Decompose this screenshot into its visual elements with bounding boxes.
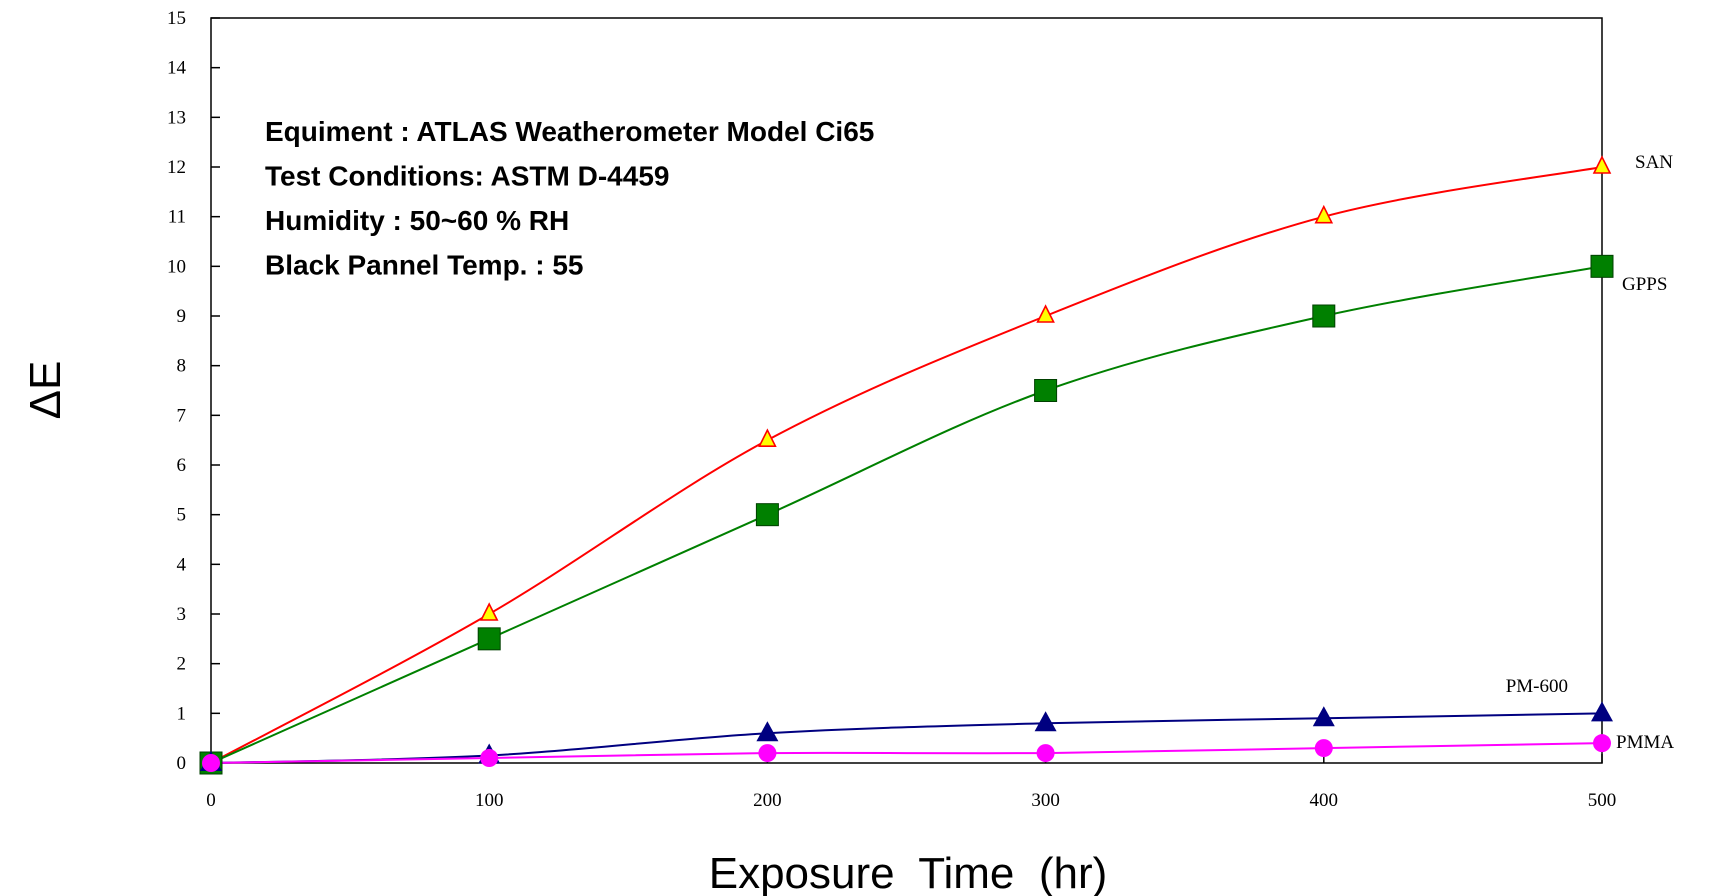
data-point-gpps: [755, 503, 779, 527]
y-tick-label: 14: [167, 58, 187, 79]
data-point-san: [1592, 155, 1612, 174]
data-point-gpps: [1034, 379, 1058, 402]
series-labels: SAN GPPS PM-600 PMMA: [1506, 152, 1675, 753]
data-point-pm-600: [1591, 701, 1613, 722]
x-axis: 0 100 200 300 400 500: [206, 754, 1616, 811]
data-point-gpps: [1312, 304, 1336, 328]
data-point-pm-600: [1034, 711, 1057, 732]
data-point-pm-600: [756, 721, 779, 742]
data-point-gpps: [477, 627, 501, 651]
data-point-san: [758, 428, 777, 447]
annotation-line: Humidity : 50~60 % RH: [265, 205, 569, 236]
y-tick-label: 13: [167, 107, 186, 128]
series-markers: [199, 155, 1614, 775]
data-point-pmma: [1036, 744, 1055, 763]
series-line-pm-600: [210, 712, 1603, 764]
y-tick-label: 3: [177, 604, 187, 625]
y-tick-label: 12: [167, 157, 186, 178]
y-tick-label: 4: [177, 554, 187, 575]
annotation-line: Black Pannel Temp. : 55: [265, 250, 584, 281]
series-label-san: SAN: [1635, 152, 1673, 173]
series-line-pmma: [210, 742, 1603, 764]
y-tick-label: 10: [167, 256, 186, 277]
x-tick-label: 200: [753, 790, 782, 811]
x-tick-label: 500: [1588, 790, 1617, 811]
data-point-pmma: [202, 754, 220, 772]
series-line-san: [210, 166, 1603, 764]
y-tick-label: 8: [177, 356, 187, 377]
x-tick-label: 300: [1031, 790, 1060, 811]
y-tick-label: 1: [177, 703, 187, 724]
data-point-pmma: [1593, 734, 1611, 753]
series-label-pm-600: PM-600: [1506, 676, 1568, 697]
annotation-line: Equiment : ATLAS Weatherometer Model Ci6…: [265, 116, 874, 147]
data-point-san: [1314, 204, 1334, 224]
y-tick-label: 6: [177, 455, 187, 476]
data-point-gpps: [1590, 254, 1614, 278]
data-point-pmma: [1314, 739, 1333, 758]
data-point-san: [479, 602, 499, 621]
data-point-pmma: [480, 749, 499, 768]
series-label-pmma: PMMA: [1616, 732, 1674, 753]
annotation-line: Test Conditions: ASTM D-4459: [265, 161, 669, 192]
series-label-gpps: GPPS: [1622, 274, 1667, 295]
series-lines: [210, 166, 1603, 764]
x-axis-title: Exposure Time (hr): [709, 849, 1108, 896]
y-tick-label: 7: [177, 405, 187, 426]
data-point-pm-600: [1312, 706, 1335, 727]
y-tick-label: 5: [177, 505, 187, 526]
data-point-pmma: [758, 744, 777, 763]
y-axis-title: ΔE: [21, 361, 70, 420]
y-tick-label: 9: [177, 306, 187, 327]
y-tick-label: 15: [167, 8, 186, 29]
y-tick-label: 11: [168, 207, 186, 228]
x-tick-label: 100: [475, 790, 504, 811]
y-tick-label: 2: [177, 654, 187, 675]
series-line-gpps: [210, 265, 1603, 764]
data-point-san: [1036, 304, 1055, 323]
annotation-block: Equiment : ATLAS Weatherometer Model Ci6…: [265, 116, 874, 281]
x-tick-label: 400: [1310, 790, 1339, 811]
y-tick-label: 0: [177, 753, 187, 774]
x-tick-label: 0: [206, 790, 216, 811]
plot-frame: [210, 17, 1603, 764]
